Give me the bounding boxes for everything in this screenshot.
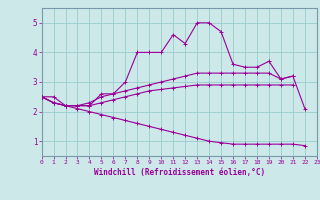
X-axis label: Windchill (Refroidissement éolien,°C): Windchill (Refroidissement éolien,°C) <box>94 168 265 177</box>
